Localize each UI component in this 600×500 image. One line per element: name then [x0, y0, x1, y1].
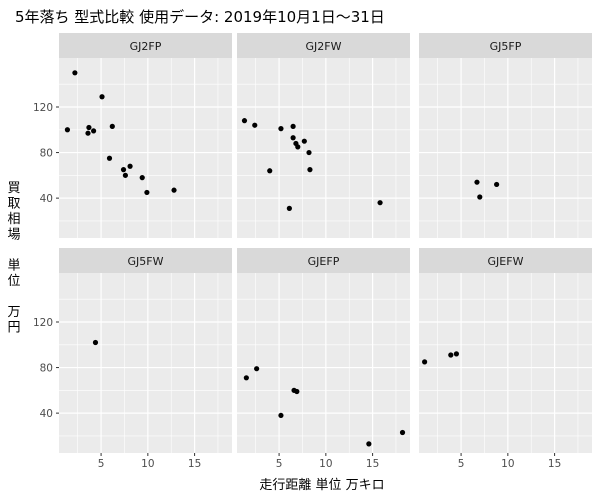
data-point	[366, 441, 372, 447]
y-tick-label: 120	[33, 317, 53, 329]
y-axis-title-char: 単	[7, 258, 20, 274]
y-axis-title-char: 円	[7, 321, 20, 336]
x-axis-title: 走行距離 単位 万キロ	[259, 477, 384, 493]
facet-strip-label: GJ5FP	[490, 40, 522, 53]
data-point	[99, 94, 105, 100]
facet-panel-gjefp: GJEFP 5 10 15	[237, 248, 410, 470]
y-axis-title-char: 位	[7, 274, 20, 289]
data-point	[290, 123, 296, 129]
data-point	[144, 189, 150, 196]
data-point	[243, 375, 249, 381]
y-tick-label: 40	[40, 193, 53, 205]
x-tick-label: 5	[276, 458, 283, 470]
x-tick-label: 10	[319, 458, 332, 470]
data-point	[307, 167, 313, 173]
facet-strip-label: GJEFW	[488, 255, 524, 268]
data-point	[171, 187, 177, 193]
data-point	[301, 138, 307, 144]
facet-strip	[419, 33, 592, 58]
data-point	[448, 352, 454, 358]
data-point	[122, 172, 128, 178]
data-point	[278, 412, 284, 419]
x-tick-label: 15	[188, 458, 201, 470]
data-point	[252, 122, 258, 128]
panel-background	[419, 273, 592, 453]
data-point	[64, 127, 71, 133]
data-point	[254, 366, 260, 372]
facet-panel-gj2fp: GJ2FP 40 80 120	[33, 33, 232, 238]
x-tick-label: 15	[366, 458, 379, 470]
y-axis-title-char: 場	[7, 228, 20, 243]
data-point	[92, 339, 99, 346]
facet-panel-gjefw: GJEFW 5 10 15	[419, 248, 592, 470]
facet-strip-label: GJ2FP	[130, 40, 162, 53]
x-tick-label: 10	[501, 458, 514, 470]
facet-strip-label: GJEFP	[308, 255, 340, 268]
data-point	[422, 359, 428, 365]
data-point	[72, 70, 78, 76]
facet-strip	[237, 33, 410, 58]
data-point	[109, 123, 115, 129]
y-tick-label: 40	[40, 408, 53, 420]
data-point	[286, 205, 292, 211]
data-point	[85, 130, 91, 136]
facet-strip-label: GJ5FW	[128, 255, 164, 268]
facet-panel-gj5fp: GJ5FP	[419, 33, 592, 238]
x-tick-label: 5	[458, 458, 465, 470]
data-point	[241, 118, 248, 124]
y-tick-label: 120	[33, 102, 53, 114]
data-point	[290, 135, 296, 141]
y-tick-label: 80	[40, 363, 53, 375]
facet-panel-gj5fw: GJ5FW 40 80 120 5 10 15	[33, 248, 232, 470]
data-point	[91, 128, 97, 134]
data-point	[278, 126, 284, 132]
panel-background	[237, 58, 410, 238]
data-point	[377, 200, 383, 206]
chart-title: 5年落ち 型式比較 使用データ: 2019年10月1日～31日	[15, 8, 385, 26]
data-point	[106, 155, 113, 161]
data-point	[494, 181, 500, 188]
panel-background	[237, 273, 410, 453]
data-point	[295, 144, 301, 150]
facet-strip	[59, 248, 232, 273]
data-point	[120, 167, 127, 173]
y-axis-title-char: 相	[7, 212, 20, 227]
facet-strip	[419, 248, 592, 273]
panel-background	[419, 58, 592, 238]
data-point	[294, 388, 300, 395]
x-tick-label: 10	[141, 458, 154, 470]
y-tick-label: 80	[40, 148, 53, 160]
facet-strip-label: GJ2FW	[306, 40, 342, 53]
data-point	[399, 429, 406, 436]
y-axis-title-char: 取	[7, 197, 20, 212]
panel-background	[59, 58, 232, 238]
facet-strip	[59, 33, 232, 58]
data-point	[139, 175, 145, 181]
facet-panel-gj2fw: GJ2FW	[237, 33, 410, 238]
data-point	[306, 149, 312, 156]
x-tick-label: 15	[548, 458, 561, 470]
y-axis-title-char: 買	[7, 181, 20, 196]
data-point	[86, 124, 92, 131]
data-point	[453, 351, 460, 357]
data-point	[477, 194, 483, 200]
data-point	[474, 179, 480, 185]
panel-background	[59, 273, 232, 453]
data-point	[267, 168, 273, 174]
y-axis-title-char: 万	[7, 305, 20, 320]
x-tick-label: 5	[98, 458, 105, 470]
data-point	[127, 163, 133, 169]
facet-strip	[237, 248, 410, 273]
